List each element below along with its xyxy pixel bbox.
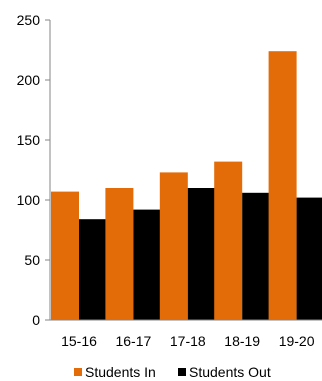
y-tick-label: 50 [24,252,40,268]
bar-students-in-16-17 [105,188,134,320]
legend-label-students-in: Students In [85,364,156,380]
x-tick-label: 16-17 [115,333,151,349]
y-tick-label: 200 [17,72,41,88]
y-tick-label: 100 [17,192,41,208]
x-tick-label: 17-18 [170,333,206,349]
bars [51,51,322,320]
legend: Students In Students Out [74,364,271,380]
bar-students-in-15-16 [51,191,79,320]
x-tick-label: 15-16 [61,333,97,349]
x-axis-tick-labels: 15-16 16-17 17-18 18-19 19-20 [61,333,315,349]
y-tick-label: 250 [17,12,41,28]
bar-students-in-17-18 [159,172,188,320]
bar-students-out-15-16 [79,219,107,320]
y-tick-label: 0 [32,312,40,328]
y-tick-label: 150 [17,132,41,148]
bar-students-out-19-20 [296,197,322,320]
y-axis-tick-labels: 0 50 100 150 200 250 [17,12,50,328]
legend-label-students-out: Students Out [189,364,271,380]
bar-students-out-16-17 [133,209,162,320]
x-tick-label: 19-20 [279,333,315,349]
x-tick-label: 18-19 [224,333,260,349]
legend-swatch-students-in [74,368,82,376]
bar-students-out-18-19 [242,192,271,320]
bar-students-in-18-19 [214,161,243,320]
bar-students-in-19-20 [268,51,297,320]
bar-students-out-17-18 [187,188,216,320]
legend-swatch-students-out [178,368,186,376]
